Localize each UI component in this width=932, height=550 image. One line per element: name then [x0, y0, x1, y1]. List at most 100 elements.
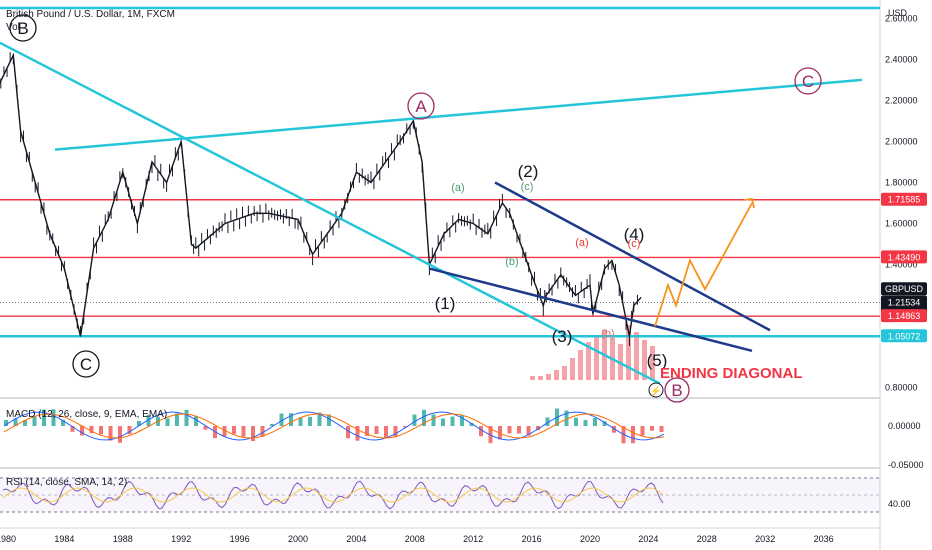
price-tick: 1.80000: [885, 177, 918, 187]
time-tick: 2032: [755, 534, 775, 544]
macd-histogram-bar: [640, 426, 645, 436]
price-badge: [881, 309, 927, 323]
volume-bar: [538, 376, 543, 380]
macd-histogram-bar: [32, 416, 37, 426]
macd-histogram-bar: [517, 426, 521, 434]
wave-a: A: [415, 97, 427, 116]
macd-histogram-bar: [450, 416, 455, 426]
macd-histogram-bar: [308, 416, 312, 426]
macd-histogram-bar: [526, 426, 531, 436]
volume-bar: [546, 374, 551, 380]
wave-b-future: B: [671, 381, 682, 400]
macd-histogram-bar: [137, 420, 141, 426]
macd-line: [3, 411, 665, 441]
price-badge-label: GBPUSD: [885, 284, 924, 294]
price-badge-label: 1.14863: [888, 311, 921, 321]
volume-bar: [642, 340, 647, 380]
macd-histogram-bar: [422, 409, 426, 426]
volume-bar: [650, 346, 655, 380]
wave-a-red: (a): [575, 237, 588, 249]
time-tick: 1984: [54, 534, 74, 544]
volume-bar: [594, 336, 599, 380]
time-tick: 2004: [346, 534, 366, 544]
volume-bar: [578, 350, 583, 380]
price-badge-label: 1.05072: [888, 331, 921, 341]
wave-b-top: B: [17, 19, 28, 38]
time-tick: 1996: [230, 534, 250, 544]
time-tick: 2028: [697, 534, 717, 544]
rsi-line: [2, 480, 664, 510]
time-tick: 1992: [171, 534, 191, 544]
macd-histogram-bar: [203, 426, 208, 430]
time-tick: 2008: [405, 534, 425, 544]
wave-b-small: (b): [505, 256, 518, 268]
rsi-sma-line: [2, 487, 664, 503]
macd-histogram-bar: [507, 426, 512, 434]
time-tick: 2012: [463, 534, 483, 544]
macd-signal-line: [3, 413, 665, 439]
macd-histogram-bar: [593, 418, 597, 426]
macd-histogram-bar: [346, 426, 350, 439]
macd-histogram-bar: [545, 417, 550, 426]
macd-histogram-bar: [241, 426, 246, 437]
lightning-icon: [648, 382, 664, 398]
volume-bar: [554, 370, 559, 380]
time-tick: 1980: [0, 534, 16, 544]
macd-histogram-bar: [89, 426, 94, 434]
macd-histogram-bar: [51, 409, 56, 426]
macd-histogram-bar: [289, 413, 293, 426]
wave-1: (1): [435, 294, 456, 313]
macd-histogram-bar: [279, 413, 284, 426]
macd-histogram-bar: [165, 418, 170, 426]
price-tick: 0.80000: [885, 383, 918, 393]
macd-histogram-bar: [13, 418, 18, 426]
macd-histogram-bar: [564, 410, 569, 426]
price-tick: 2.60000: [885, 13, 918, 23]
macd-histogram-bar: [583, 420, 588, 426]
macd-histogram-bar: [488, 426, 493, 444]
macd-histogram-bar: [99, 426, 103, 435]
macd-histogram-bar: [602, 421, 607, 426]
macd-histogram-bar: [232, 426, 236, 434]
macd-histogram-bar: [175, 413, 179, 426]
descending-channel-line: [0, 41, 661, 385]
price-badge: [881, 250, 927, 264]
time-tick: 2024: [638, 534, 658, 544]
macd-histogram-bar: [469, 422, 474, 426]
wave-c-red: (c): [628, 238, 641, 250]
macd-histogram-bar: [612, 426, 616, 433]
projection-path: [654, 202, 753, 327]
macd-histogram-bar: [659, 426, 664, 432]
volume-bar: [586, 342, 591, 380]
price-badge: [881, 329, 927, 343]
macd-histogram-bar: [431, 414, 436, 426]
macd-histogram-bar: [298, 417, 303, 426]
time-tick: 2036: [814, 534, 834, 544]
time-tick: 2016: [522, 534, 542, 544]
macd-title: MACD (12, 26, close, 9, EMA, EMA): [6, 409, 167, 420]
macd-histogram-bar: [574, 417, 578, 426]
diagonal-upper-line: [494, 181, 771, 332]
wave-c-small: (c): [521, 181, 534, 193]
macd-histogram-bar: [80, 426, 84, 436]
price-badge: [881, 295, 927, 309]
rsi-title: RSI (14, close, SMA, 14, 2): [6, 477, 127, 488]
macd-histogram-bar: [441, 418, 445, 426]
macd-histogram-bar: [23, 420, 27, 426]
volume-bar: [562, 366, 567, 380]
price-badge-label: 1.71585: [888, 195, 921, 205]
macd-histogram-bar: [393, 426, 398, 438]
price-badge-label: 1.21534: [888, 297, 921, 307]
macd-histogram-bar: [374, 426, 379, 435]
volume-bar: [570, 358, 575, 380]
wave-c-low-circle: [72, 350, 100, 378]
macd-histogram-bar: [365, 426, 369, 436]
macd-histogram-bar: [146, 414, 151, 426]
macd-histogram-bar: [536, 426, 540, 431]
time-tick: 2000: [288, 534, 308, 544]
macd-histogram-bar: [118, 426, 122, 443]
volume-bar: [530, 376, 535, 380]
volume-bar: [626, 325, 631, 380]
